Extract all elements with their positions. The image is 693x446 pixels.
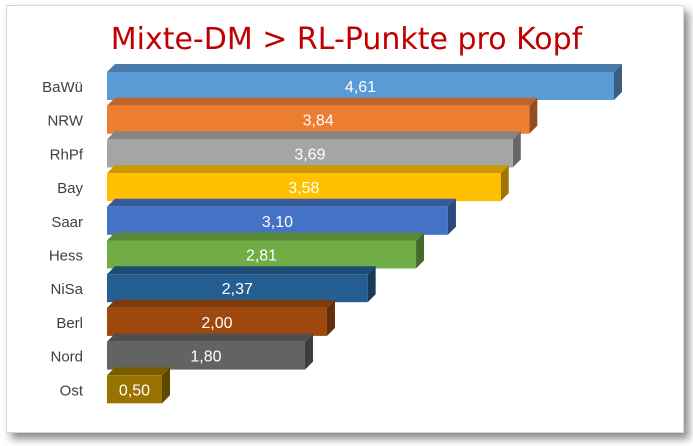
bar <box>107 206 448 235</box>
category-label: RhPf <box>50 146 84 163</box>
bar-side <box>614 64 622 100</box>
data-label: 3,69 <box>294 146 325 163</box>
data-label: 4,61 <box>345 79 376 96</box>
bar <box>107 240 417 269</box>
category-label: NiSa <box>50 281 83 298</box>
bar <box>107 72 614 100</box>
bar-top <box>107 367 170 376</box>
data-label: 2,81 <box>246 248 277 265</box>
bar-side <box>367 266 376 303</box>
bar <box>107 307 327 336</box>
bar-top <box>107 64 622 72</box>
data-label: 0,50 <box>119 382 150 399</box>
bar <box>107 105 530 134</box>
bar-side <box>529 97 538 134</box>
chart-title: Mixte-DM > RL-Punkte pro Kopf <box>110 22 583 57</box>
bar-side <box>326 299 335 336</box>
bar <box>107 173 501 202</box>
bar-top <box>107 333 313 342</box>
bar-top <box>107 299 335 308</box>
data-label: 1,80 <box>190 349 221 366</box>
data-label: 2,37 <box>222 281 253 298</box>
bar <box>107 341 305 370</box>
bar <box>107 274 368 303</box>
category-label: NRW <box>47 113 83 130</box>
category-label: Saar <box>51 214 83 231</box>
bar-top <box>107 165 509 174</box>
bar-side <box>304 333 313 370</box>
bar <box>107 375 162 404</box>
bar-side <box>161 367 170 404</box>
category-label: Ost <box>60 382 84 399</box>
bar-top <box>107 97 538 106</box>
data-label: 3,10 <box>262 214 293 231</box>
bar-top <box>107 266 376 275</box>
bar-top <box>107 131 521 140</box>
category-label: BaWü <box>42 79 83 96</box>
category-label: Nord <box>50 349 83 366</box>
bar <box>107 139 513 168</box>
data-label: 3,58 <box>288 180 319 197</box>
bar-side <box>416 232 425 269</box>
category-label: Berl <box>56 315 83 332</box>
bar-side <box>512 131 521 168</box>
data-label: 2,00 <box>201 315 232 332</box>
bar-top <box>107 198 456 207</box>
category-label: Bay <box>57 180 83 197</box>
bar-side <box>500 165 509 202</box>
category-label: Hess <box>49 248 83 265</box>
data-label: 3,84 <box>303 113 334 130</box>
bar-top <box>107 232 425 241</box>
bar-side <box>447 198 456 235</box>
